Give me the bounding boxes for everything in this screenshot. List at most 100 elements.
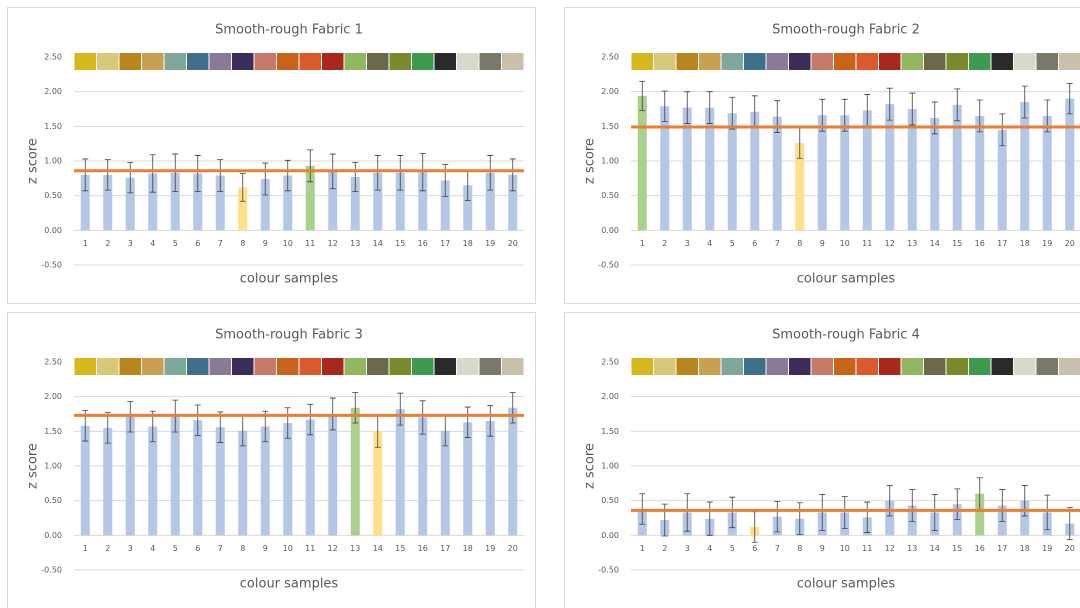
x-tick-label: 7 (218, 239, 223, 248)
bar (1042, 115, 1052, 231)
bar (682, 107, 692, 231)
bar (840, 115, 850, 231)
error-bar (217, 159, 224, 192)
y-tick-label: 2.00 (601, 87, 619, 96)
panel (7, 7, 536, 304)
error-bar (262, 162, 269, 196)
x-tick-label: 19 (485, 239, 495, 248)
bar (373, 431, 383, 536)
x-tick-label: 4 (150, 239, 155, 248)
colour-swatch (389, 358, 411, 375)
error-bar (886, 87, 893, 121)
colour-swatch (322, 53, 344, 70)
error-bar (1044, 494, 1051, 531)
colour-swatch (412, 53, 434, 70)
colour-swatch (631, 53, 653, 70)
x-tick-label: 12 (885, 239, 895, 248)
bar (395, 172, 405, 231)
colour-swatch (434, 358, 456, 375)
error-bar (419, 400, 426, 435)
bar (305, 419, 315, 536)
bar (750, 111, 760, 231)
bar (1020, 102, 1030, 231)
bar (637, 95, 647, 231)
colour-swatch (856, 358, 878, 375)
bar (328, 414, 338, 536)
bar (80, 425, 90, 536)
x-tick-label: 9 (263, 544, 268, 553)
x-tick-label: 11 (862, 544, 872, 553)
colour-swatch (744, 53, 766, 70)
x-tick-label: 11 (305, 239, 315, 248)
colour-swatch (924, 358, 946, 375)
y-tick-label: 2.00 (44, 392, 62, 401)
bar (418, 172, 428, 231)
colour-swatch (879, 53, 901, 70)
colour-swatch (389, 53, 411, 70)
error-bar (307, 149, 314, 183)
bar (80, 174, 90, 231)
colour-swatch (277, 53, 299, 70)
x-tick-label: 9 (820, 239, 825, 248)
bar (193, 420, 203, 536)
error-bar (127, 161, 134, 194)
x-tick-label: 13 (350, 239, 360, 248)
bar (705, 107, 715, 231)
colour-swatch (1059, 358, 1080, 375)
bar (440, 180, 450, 231)
colour-swatch (991, 358, 1013, 375)
x-tick-label: 16 (975, 544, 985, 553)
error-bar (194, 155, 201, 192)
x-tick-label: 11 (862, 239, 872, 248)
x-tick-label: 4 (707, 239, 712, 248)
bar (170, 172, 180, 231)
y-tick-label: 0.50 (601, 496, 619, 505)
error-bar (864, 501, 871, 533)
bar (1065, 98, 1075, 231)
x-tick-label: 18 (463, 239, 473, 248)
x-tick-label: 16 (418, 544, 428, 553)
y-tick-label: 1.00 (44, 157, 62, 166)
error-bar (999, 489, 1006, 522)
error-bar (706, 91, 713, 124)
x-tick-label: 4 (707, 544, 712, 553)
x-tick-label: 5 (173, 544, 178, 553)
colour-swatch (502, 358, 524, 375)
error-bar (487, 405, 494, 437)
colour-swatch (277, 358, 299, 375)
error-bar (464, 406, 471, 438)
y-tick-label: 2.50 (44, 358, 62, 367)
x-axis-label: colour samples (240, 272, 339, 287)
x-axis-label: colour samples (797, 272, 896, 287)
colour-swatch (164, 358, 186, 375)
colour-swatch (119, 358, 141, 375)
bar (103, 427, 113, 536)
colour-swatch (789, 53, 811, 70)
error-bar (509, 158, 516, 192)
colour-swatch (721, 358, 743, 375)
x-tick-label: 11 (305, 544, 315, 553)
error-bar (149, 154, 156, 193)
x-tick-label: 18 (1020, 544, 1030, 553)
bar (215, 175, 225, 231)
y-tick-label: -0.50 (598, 566, 619, 575)
bar (260, 179, 270, 231)
y-tick-label: 2.50 (601, 358, 619, 367)
y-tick-label: 2.00 (44, 87, 62, 96)
colour-swatch (97, 358, 119, 375)
error-bar (307, 403, 314, 436)
x-tick-label: 8 (240, 239, 245, 248)
bar (975, 493, 985, 536)
y-tick-label: 1.50 (601, 427, 619, 436)
x-tick-label: 20 (1065, 239, 1075, 248)
x-tick-label: 10 (840, 239, 850, 248)
bar (148, 173, 158, 231)
bar (305, 165, 315, 231)
colour-swatch (502, 53, 524, 70)
colour-swatch (457, 358, 479, 375)
bar (395, 409, 405, 536)
colour-swatch (654, 53, 676, 70)
error-bar (1066, 507, 1073, 540)
x-tick-label: 6 (752, 239, 757, 248)
error-bar (729, 496, 736, 529)
